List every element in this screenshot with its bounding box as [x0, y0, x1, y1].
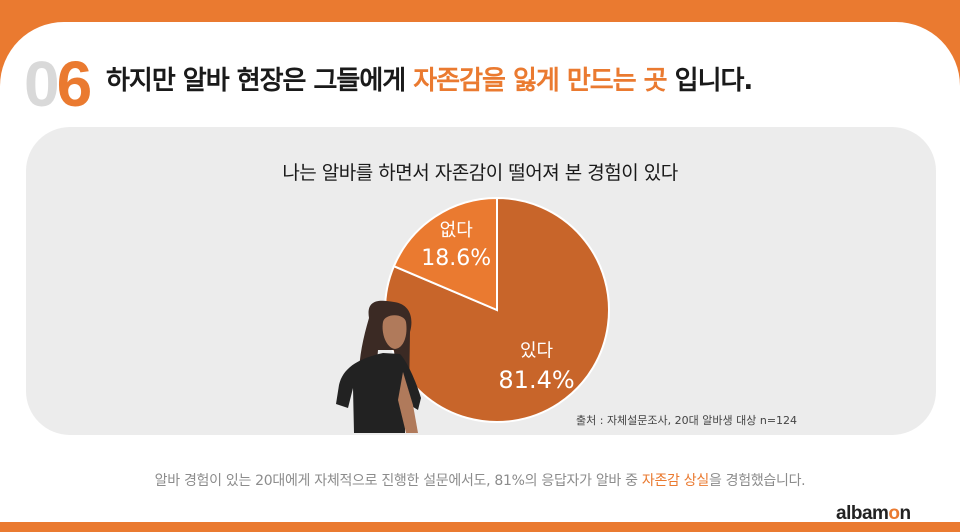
- pie-slice-no: [392, 196, 498, 312]
- title-highlight: 자존감을 잃게 만드는 곳: [413, 66, 667, 96]
- woman-illustration: [336, 300, 421, 433]
- pie-slices: [384, 196, 610, 423]
- pie-label-yes: 있다: [520, 341, 554, 362]
- page-title: 하지만 알바 현장은 그들에게 자존감을 잃게 만드는 곳 입니다.: [106, 60, 754, 97]
- logo-part2: n: [899, 503, 912, 524]
- logo-part1: albam: [836, 503, 889, 524]
- pie-value-label-yes: 81.4%: [498, 366, 574, 394]
- pie-value-label-no: 18.6%: [421, 246, 491, 271]
- chart-title: 나는 알바를 하면서 자존감이 떨어져 본 경험이 있다: [282, 162, 678, 184]
- pie-labels: 있다 81.4% 없다 18.6%: [421, 220, 574, 394]
- section-number-six: 6: [56, 48, 93, 120]
- footnote-highlight: 자존감 상실: [641, 473, 709, 489]
- chart-source: 출처 : 자체설문조사, 20대 알바생 대상 n=124: [576, 414, 798, 427]
- section-number-zero: 0: [24, 48, 60, 120]
- footnote-suffix: 을 경험했습니다.: [708, 473, 806, 489]
- logo-o: o: [888, 503, 900, 524]
- footnote: 알바 경험이 있는 20대에게 자체적으로 진행한 설문에서도, 81%의 응답…: [0, 470, 960, 490]
- footnote-prefix: 알바 경험이 있는 20대에게 자체적으로 진행한 설문에서도, 81%의 응답…: [154, 473, 642, 489]
- albamon-logo[interactable]: albamon: [836, 503, 911, 525]
- title-prefix: 하지만 알바 현장은 그들에게: [106, 66, 414, 96]
- section-number: 06: [24, 52, 92, 116]
- pie-label-no: 없다: [440, 220, 474, 241]
- bottom-accent-strip: [0, 522, 960, 532]
- title-suffix: 입니다.: [666, 66, 754, 96]
